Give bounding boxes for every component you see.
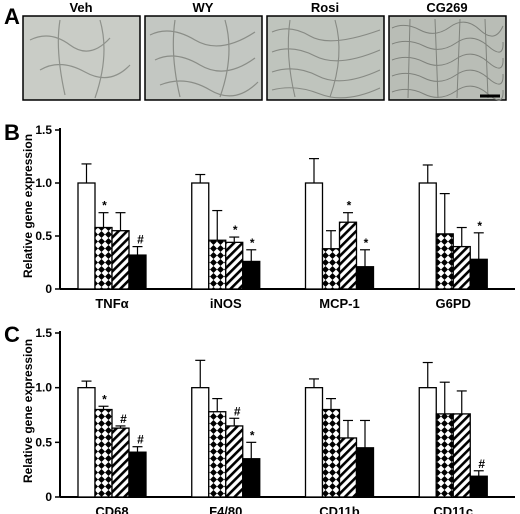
micrograph-veh-label: Veh	[69, 0, 92, 15]
x-tick-label-f4-80: F4/80	[209, 504, 242, 514]
bar-g6pd-black	[469, 258, 488, 290]
micrograph-wy-frame	[144, 15, 263, 101]
bar-f4-80-black	[242, 458, 261, 498]
micrograph-veh-texture	[29, 19, 131, 99]
significance-mark: *	[250, 236, 255, 250]
bar-cd68-black	[128, 451, 147, 498]
y-tick-label: 0	[45, 490, 52, 504]
y-tick-label: 0	[45, 282, 52, 296]
bar-inos-black	[242, 260, 261, 290]
x-tick-label-g6pd: G6PD	[436, 296, 471, 311]
significance-mark: *	[102, 392, 107, 406]
micrograph-rosi-label: Rosi	[311, 0, 339, 15]
x-tick-label-cd11b: CD11b	[319, 504, 360, 514]
bar-mcp-1-hatch	[338, 221, 358, 290]
bar-tnf-white	[77, 182, 96, 290]
significance-mark: #	[137, 433, 144, 447]
micrograph-cg269: CG269	[388, 0, 507, 101]
x-tick-label-inos: iNOS	[210, 296, 242, 311]
bar-mcp-1-black	[355, 266, 375, 290]
bar-cd11b-diamond	[321, 408, 341, 498]
bar-g6pd-diamond	[435, 233, 454, 290]
bar-f4-80-white	[191, 387, 210, 498]
y-tick-label: 0.5	[35, 229, 52, 243]
micrograph-cg269-label: CG269	[426, 0, 467, 15]
bar-cd11c-black	[469, 475, 488, 498]
panel-c-ylabel: Relative gene expression	[21, 339, 35, 483]
bar-f4-80-diamond	[208, 411, 227, 498]
bar-cd11b-white	[304, 387, 324, 498]
micrograph-veh: Veh	[22, 0, 141, 101]
x-tick-label-cd11c: CD11c	[433, 504, 473, 514]
bar-tnf-hatch	[111, 230, 130, 290]
y-tick-label: 1.5	[35, 123, 52, 137]
panel-c-chart: 0 0.5 1.0 1.5 * # # CD68 # * F4/80 CD11b # CD11c	[35, 326, 515, 514]
significance-mark: #	[120, 412, 127, 426]
bar-cd11c-white	[418, 387, 437, 498]
bar-cd11b-hatch	[338, 437, 358, 498]
panel-b-chart: 0 0.5 1.0 1.5 * # TNFα * * iNOS * * MCP-1 * G6PD	[35, 123, 515, 311]
significance-mark: *	[477, 219, 482, 233]
bar-cd68-hatch	[111, 427, 130, 498]
panel-a-letter: A	[4, 4, 20, 29]
bar-cd11c-diamond	[435, 413, 454, 498]
bar-mcp-1-white	[304, 182, 324, 290]
bar-cd68-white	[77, 387, 96, 498]
significance-mark: *	[233, 223, 238, 237]
panel-c-letter: C	[4, 322, 20, 347]
bar-g6pd-hatch	[452, 245, 471, 290]
bar-tnf-diamond	[94, 226, 113, 290]
bar-inos-white	[191, 182, 210, 290]
y-tick-label: 1.5	[35, 326, 52, 340]
panel-b-ylabel: Relative gene expression	[21, 134, 35, 278]
x-tick-label-cd68: CD68	[95, 504, 128, 514]
y-tick-label: 1.0	[35, 381, 52, 395]
micrograph-wy-texture	[149, 19, 259, 98]
significance-mark: *	[347, 199, 352, 213]
y-tick-label: 1.0	[35, 176, 52, 190]
bar-cd11c-hatch	[452, 413, 471, 498]
bar-mcp-1-diamond	[321, 248, 341, 290]
micrograph-rosi: Rosi	[266, 0, 385, 101]
bar-inos-hatch	[225, 241, 244, 290]
bar-g6pd-white	[418, 182, 437, 290]
micrograph-wy-label: WY	[193, 0, 214, 15]
micrograph-cg269-texture	[391, 18, 504, 101]
significance-mark: *	[102, 199, 107, 213]
micrograph-wy: WY	[144, 0, 263, 101]
bar-f4-80-hatch	[225, 425, 244, 498]
bar-cd11b-black	[355, 447, 375, 498]
bar-tnf-black	[128, 254, 147, 290]
micrograph-veh-frame	[22, 15, 141, 101]
significance-mark: #	[234, 404, 241, 418]
significance-mark: #	[137, 233, 144, 247]
significance-mark: *	[250, 428, 255, 442]
panel-a-images: Veh WY Rosi CG269	[22, 0, 507, 101]
micrograph-rosi-frame	[266, 15, 385, 101]
significance-mark: #	[478, 457, 485, 471]
significance-mark: *	[364, 236, 369, 250]
x-tick-label-mcp-1: MCP-1	[319, 296, 359, 311]
micrograph-rosi-texture	[271, 19, 381, 99]
bar-inos-diamond	[208, 239, 227, 290]
panel-b-letter: B	[4, 120, 20, 145]
y-tick-label: 0.5	[35, 435, 52, 449]
bar-cd68-diamond	[94, 408, 113, 498]
x-tick-label-tnf: TNFα	[95, 296, 128, 311]
